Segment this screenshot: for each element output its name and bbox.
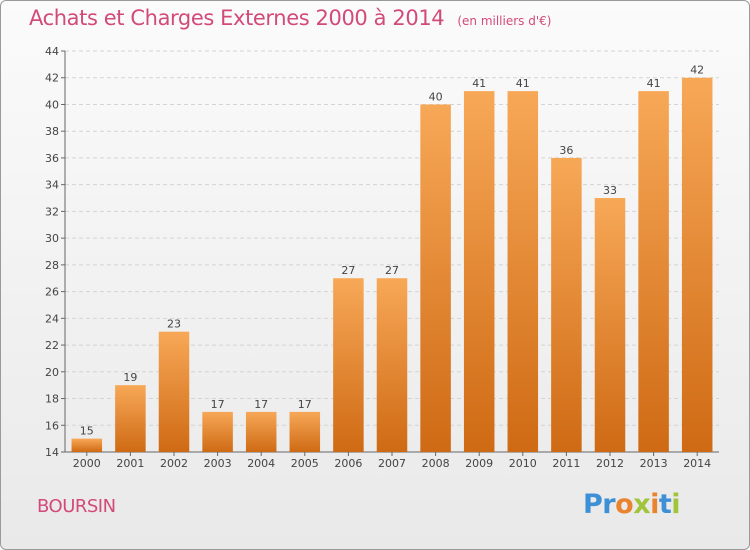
chart-header: Achats et Charges Externes 2000 à 2014 (… <box>29 6 551 30</box>
bar-2007 <box>376 278 408 452</box>
chart-subtitle: (en milliers d'€) <box>457 14 552 28</box>
x-tick-label: 2012 <box>596 457 624 470</box>
bar-value-label: 41 <box>472 77 486 90</box>
bar-2005 <box>289 411 321 452</box>
y-tick-label: 30 <box>45 232 59 245</box>
proxiti-logo: Proxiti <box>583 489 681 520</box>
bar-value-label: 15 <box>80 425 94 438</box>
y-tick-label: 16 <box>45 419 59 432</box>
y-tick-label: 38 <box>45 125 59 138</box>
bar-value-label: 27 <box>385 264 399 277</box>
y-tick-label: 28 <box>45 259 59 272</box>
y-tick-label: 42 <box>45 72 59 85</box>
bar-value-label: 23 <box>167 318 181 331</box>
bar-2000 <box>71 438 103 452</box>
y-tick-label: 32 <box>45 205 59 218</box>
x-tick-label: 2006 <box>334 457 362 470</box>
x-tick-label: 2004 <box>247 457 275 470</box>
bar-2009 <box>463 91 495 452</box>
bar-value-label: 36 <box>559 144 573 157</box>
bar-2001 <box>115 385 146 452</box>
bar-2008 <box>420 104 451 452</box>
bar-2003 <box>202 411 233 452</box>
x-tick-label: 2007 <box>378 457 406 470</box>
y-tick-label: 18 <box>45 393 59 406</box>
x-tick-label: 2008 <box>422 457 450 470</box>
y-tick-label: 14 <box>45 446 59 459</box>
y-tick-label: 20 <box>45 366 59 379</box>
bar-value-label: 27 <box>341 264 355 277</box>
x-tick-label: 2014 <box>683 457 711 470</box>
bar-value-label: 42 <box>690 64 704 77</box>
bar-value-label: 41 <box>516 77 530 90</box>
bar-value-label: 17 <box>211 398 225 411</box>
logo-letter: i <box>671 489 681 520</box>
x-tick-label: 2002 <box>160 457 188 470</box>
bar-2002 <box>158 331 190 452</box>
x-tick-label: 2010 <box>509 457 537 470</box>
bar-2010 <box>507 91 539 452</box>
logo-letter: o <box>615 489 634 520</box>
location-label: BOURSIN <box>37 496 116 517</box>
logo-letter: x <box>633 489 651 520</box>
bar-2011 <box>551 157 582 452</box>
bar-2013 <box>638 91 669 452</box>
bar-value-label: 33 <box>603 184 617 197</box>
x-tick-label: 2011 <box>552 457 580 470</box>
bar-2004 <box>245 411 277 452</box>
x-tick-label: 2013 <box>640 457 668 470</box>
x-tick-label: 2005 <box>291 457 319 470</box>
y-tick-label: 36 <box>45 152 59 165</box>
y-tick-label: 24 <box>45 312 59 325</box>
y-tick-label: 40 <box>45 98 59 111</box>
bar-value-label: 17 <box>254 398 268 411</box>
y-tick-label: 44 <box>45 45 59 58</box>
bar-value-label: 41 <box>647 77 661 90</box>
bar-value-label: 17 <box>298 398 312 411</box>
y-tick-label: 22 <box>45 339 59 352</box>
logo-letter: t <box>658 489 672 520</box>
logo-letter: i <box>650 489 659 520</box>
x-tick-label: 2003 <box>204 457 232 470</box>
y-tick-label: 34 <box>45 179 59 192</box>
logo-letter: P <box>583 489 603 520</box>
x-tick-label: 2001 <box>116 457 144 470</box>
bar-value-label: 19 <box>123 371 137 384</box>
x-tick-label: 2009 <box>465 457 493 470</box>
logo-letter: r <box>602 489 616 520</box>
chart-title: Achats et Charges Externes 2000 à 2014 <box>29 6 445 30</box>
bar-value-label: 40 <box>429 90 443 103</box>
y-tick-label: 26 <box>45 286 59 299</box>
bar-2006 <box>333 278 364 452</box>
bar-2014 <box>681 77 713 452</box>
x-tick-label: 2000 <box>73 457 101 470</box>
bar-2012 <box>594 198 626 452</box>
